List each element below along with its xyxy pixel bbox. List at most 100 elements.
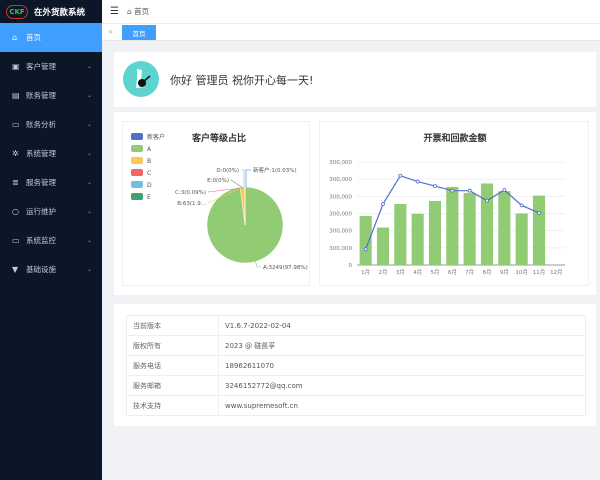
x-tick-label: 6月 [448,269,457,276]
sidebar: CKF 在外货款系统 ⌂ 首页 ▣ 客户管理 ⌄ ▤ 账务管理 ⌄ ▭ 账务分析 ⌄ ✲ 系统管理 ⌄ ≣ 服… [0,0,102,480]
bar-11月 [532,195,546,265]
info-key: 技术支持 [126,395,219,416]
info-row: 版权所有 2023 @ 碰凯孚 [126,335,586,356]
app-logo[interactable]: CKF 在外货款系统 [0,0,102,23]
sidebar-item-label: 服务管理 [26,178,56,187]
legend-swatch [131,133,143,140]
sidebar-item-5[interactable]: ≣ 服务管理 ⌄ [0,168,102,197]
breadcrumb: ⌂ 首页 [127,6,149,17]
scroll-left-icon[interactable]: « [108,27,113,36]
line-point [433,184,437,188]
sidebar-item-4[interactable]: ✲ 系统管理 ⌄ [0,139,102,168]
monitor-chart-icon: ▭ [12,120,20,129]
bar-7月 [463,192,476,265]
y-tick-label: 300,000 [329,246,352,252]
y-tick-label: 300,000 [329,194,352,200]
info-row: 服务邮箱 3246152772@qq.com [126,375,586,396]
legend-swatch [131,169,143,176]
sidebar-item-6[interactable]: ○ 运行维护 ⌄ [0,197,102,226]
sidebar-item-label: 账务分析 [26,120,56,129]
chevron-down-icon: ⌄ [86,150,92,157]
invoice-payment-panel: 开票和回款金额 0 300,000 300,000 300,000 300,000 300,… [319,121,589,286]
breadcrumb-home[interactable]: 首页 [134,7,150,16]
info-key: 服务邮箱 [126,375,219,396]
pie-title: 客户等级占比 [191,132,246,144]
slice-label: 新客户:1(0.03%) [253,166,297,174]
info-row: 当前版本 V1.6.7-2022-02-04 [126,315,586,336]
line-point [415,179,420,184]
slice-label: A:3249(97.98%) [263,265,308,271]
y-tick-label: 300,000 [329,229,352,235]
hamburger-menu-icon[interactable]: ☰ [110,6,119,17]
chevron-down-icon: ⌄ [86,208,92,215]
info-value: 3246152772@qq.com [218,375,586,396]
x-tick-label: 8月 [483,269,492,276]
legend-label: C [147,170,151,177]
avatar [123,61,159,97]
document-icon: ▤ [12,91,20,100]
x-tick-label: 1月 [361,269,370,276]
bar-4月 [411,213,424,265]
line-point [537,210,541,215]
info-key: 版权所有 [126,335,219,356]
legend-label: 新客户 [147,133,165,141]
legend-swatch [131,193,143,200]
charts-card: 客户等级占比 新客户 A B C D E 新客户:1(0.03%) A:3249(97.98%)… [114,112,596,295]
sidebar-item-1[interactable]: ▣ 客户管理 ⌄ [0,52,102,81]
info-value: 2023 @ 碰凯孚 [218,335,586,356]
info-value: 18962611070 [218,355,586,376]
slice-label: C:3(0.09%) [175,190,206,196]
chevron-down-icon: ⌄ [86,266,92,273]
label-line [230,179,244,189]
system-info-table: 当前版本 V1.6.7-2022-02-04 版权所有 2023 @ 碰凯孚 服务电话 1… [126,315,586,416]
info-value: V1.6.7-2022-02-04 [218,315,586,336]
y-tick-label: 300,000 [329,177,352,183]
info-row: 技术支持 www.supremesoft.cn [126,395,586,416]
monitor-icon: ▭ [12,236,20,245]
chevron-down-icon: ⌄ [86,237,92,244]
line-point [485,198,489,203]
sidebar-item-8[interactable]: ▼ 基础设施 ⌄ [0,255,102,284]
sidebar-item-7[interactable]: ▭ 系统监控 ⌄ [0,226,102,255]
label-line [241,169,245,187]
system-info-card: 当前版本 V1.6.7-2022-02-04 版权所有 2023 @ 碰凯孚 服务电话 1… [114,304,596,426]
sidebar-item-3[interactable]: ▭ 账务分析 ⌄ [0,110,102,139]
funnel-icon: ▼ [12,265,19,274]
sidebar-item-0[interactable]: ⌂ 首页 [0,23,102,52]
tab-bar: « 首页 [102,23,600,41]
home-icon: ⌂ [12,33,18,42]
legend-swatch [131,181,143,188]
line-point [363,247,368,252]
legend-label: E [147,194,151,201]
slice-label: E:0(0%) [207,178,229,184]
line-point [467,188,472,193]
label-line [207,187,243,193]
line-point [502,188,507,192]
legend-swatch [131,145,143,152]
user-card-icon: ▣ [12,62,20,71]
label-line [207,187,242,204]
x-tick-label: 7月 [465,269,474,276]
legend-swatch [131,157,143,164]
server-icon: ≣ [12,178,19,187]
circle-icon: ○ [12,207,19,216]
label-line [254,259,261,268]
bar-5月 [428,200,442,265]
label-line [245,169,251,187]
sidebar-item-label: 首页 [26,33,41,42]
y-tick-label: 0 [349,263,353,269]
info-value: www.supremesoft.cn [218,395,586,416]
tab-home[interactable]: 首页 [122,25,156,40]
sidebar-item-label: 基础设施 [26,265,56,274]
home-icon: ⌂ [126,7,132,16]
chevron-down-icon: ⌄ [86,92,92,99]
invoice-payment-bar-chart: 开票和回款金额 0 300,000 300,000 300,000 300,000 300,… [329,132,565,276]
sidebar-item-2[interactable]: ▤ 账务管理 ⌄ [0,81,102,110]
info-key: 当前版本 [126,315,219,336]
welcome-text: 你好 管理员 祝你开心每一天! [170,74,314,87]
legend-label: B [147,158,151,165]
bar-9月 [498,191,511,265]
bar-title: 开票和回款金额 [423,132,486,144]
sidebar-item-label: 账务管理 [26,91,56,100]
